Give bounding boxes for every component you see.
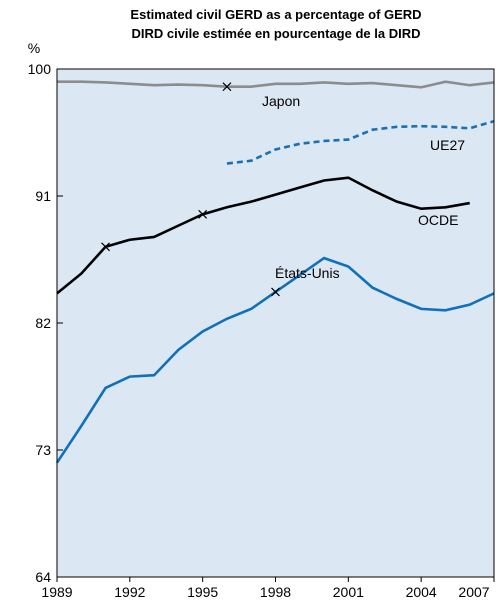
y-tick-label: 73: [35, 442, 51, 458]
series-label: États-Unis: [275, 265, 340, 281]
series-label: Japon: [262, 93, 300, 109]
chart-title: Estimated civil GERD as a percentage of …: [130, 7, 421, 22]
label-marker: [222, 82, 232, 92]
series-line: [57, 80, 495, 89]
x-tick-label: 1995: [187, 584, 218, 600]
label-marker: [198, 209, 208, 219]
series-label: OCDE: [418, 212, 458, 228]
y-axis-label: %: [28, 40, 40, 56]
label-marker: [101, 242, 110, 252]
x-tick-label: 1998: [260, 584, 291, 600]
x-tick-label: 1989: [41, 584, 72, 600]
y-tick-label: 64: [35, 569, 51, 585]
y-tick-label: 91: [35, 188, 51, 204]
x-tick-label: 2001: [333, 584, 364, 600]
x-tick-label: 2004: [406, 584, 437, 600]
x-tick-label: 1992: [114, 584, 145, 600]
series-line: [56, 176, 470, 295]
x-tick-label: 2007: [458, 584, 489, 600]
plot-background: [57, 69, 494, 577]
y-tick-label: 82: [35, 315, 51, 331]
y-tick-label: 100: [28, 61, 52, 77]
chart-subtitle: DIRD civile estimée en pourcentage de la…: [132, 26, 421, 41]
plot-frame: [56, 68, 495, 578]
label-marker: [271, 287, 280, 297]
series-label: UE27: [430, 137, 465, 153]
